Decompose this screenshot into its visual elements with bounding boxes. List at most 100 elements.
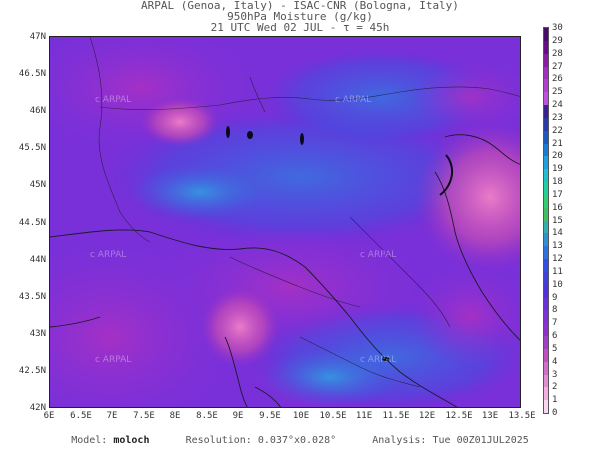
watermark: c ARPAL: [95, 95, 132, 105]
colorbar-segment: [544, 79, 548, 93]
colorbar-label: 19: [552, 164, 563, 175]
lat-label: 46N: [29, 106, 46, 116]
colorbar-segment: [544, 169, 548, 183]
colorbar-label: 6: [552, 331, 558, 341]
field-zone-alps-east: [410, 62, 520, 132]
lat-label: 46.5N: [18, 69, 46, 79]
colorbar-label: 22: [552, 125, 563, 136]
colorbar-label: 9: [552, 292, 558, 303]
colorbar-segment: [544, 105, 548, 119]
colorbar-label: 26: [552, 74, 563, 85]
colorbar-segment: [544, 246, 548, 260]
colorbar-segment: [544, 143, 548, 157]
lon-label: 12E: [418, 411, 436, 421]
lat-label: 44N: [29, 255, 46, 265]
lake-trasimeno: [382, 357, 390, 361]
adriatic-coast-west: [434, 171, 520, 341]
border-apennines: [229, 256, 361, 308]
colorbar-segment: [544, 336, 548, 350]
colorbar-label: 15: [552, 215, 563, 226]
adriatic-coast-north: [444, 134, 520, 165]
colorbar-label: 8: [552, 305, 558, 316]
lake-garda: [300, 133, 304, 145]
map-header: ARPAL (Genoa, Italy) - ISAC-CNR (Bologna…: [0, 0, 600, 33]
colorbar-label: 24: [552, 100, 563, 110]
lakes: [226, 126, 390, 361]
footer-analysis-value: Tue 00Z01JUL2025: [432, 435, 529, 446]
lat-label: 47N: [29, 32, 46, 42]
lake-como: [247, 131, 253, 139]
colorbar-segment: [544, 92, 548, 106]
border-regions: [349, 216, 451, 328]
field-zone-adriatic-south: [410, 267, 520, 367]
footer-model-label: Model:: [71, 435, 108, 446]
lat-label: 43.5N: [18, 292, 46, 302]
provence-coast: [50, 316, 101, 328]
colorbar-label: 29: [552, 35, 563, 46]
colorbar-label: 25: [552, 87, 563, 98]
colorbar-label: 2: [552, 382, 558, 393]
header-line-agencies: ARPAL (Genoa, Italy) - ISAC-CNR (Bologna…: [141, 0, 459, 12]
lon-label: 7E: [106, 411, 118, 421]
lat-label: 45N: [29, 180, 46, 190]
colorbar-segment: [544, 387, 548, 401]
lon-label: 13E: [481, 411, 499, 421]
field-zone-adriatic-north: [415, 122, 520, 272]
colorbar-segment: [544, 310, 548, 324]
lon-label: 6.5E: [70, 411, 92, 421]
lon-label: 7.5E: [133, 411, 155, 421]
border-france-italy: [89, 37, 151, 243]
lon-label: 12.5E: [445, 411, 473, 421]
colorbar-label: 1: [552, 395, 558, 406]
colorbar-segment: [544, 156, 548, 170]
colorbar-label: 11: [552, 266, 563, 277]
colorbar-segment: [544, 297, 548, 311]
colorbar-label: 27: [552, 61, 563, 72]
lon-label: 10.5E: [319, 411, 347, 421]
lon-label: 6E: [43, 411, 55, 421]
watermark: c ARPAL: [335, 95, 372, 105]
footer-resolution-label: Resolution:: [185, 435, 252, 446]
moisture-map: [49, 36, 521, 408]
tyrrhenian-coast: [50, 229, 458, 407]
border-swiss: [249, 76, 266, 113]
footer-resolution-value: 0.037°x0.028°: [257, 435, 337, 446]
watermark: c ARPAL: [360, 250, 397, 260]
border-lazio: [299, 336, 421, 388]
field-zone-piedmont: [130, 164, 270, 220]
lat-label: 43N: [29, 329, 46, 339]
colorbar-segment: [544, 220, 548, 234]
colorbar-segment: [544, 28, 548, 42]
colorbar-segment: [544, 207, 548, 221]
watermark: c ARPAL: [95, 355, 132, 365]
colorbar: [543, 27, 549, 414]
colorbar-label: 0: [552, 408, 558, 418]
colorbar-segment: [544, 117, 548, 132]
lake-maggiore: [226, 126, 230, 138]
footer-analysis-label: Analysis:: [372, 435, 427, 446]
header-line-variable: 950hPa Moisture (g/kg): [227, 10, 373, 23]
colorbar-segment: [544, 194, 548, 209]
colorbar-label: 17: [552, 189, 563, 200]
country-borders: [89, 37, 520, 388]
colorbar-segment: [544, 182, 548, 196]
colorbar-segment: [544, 271, 548, 286]
lat-label: 42.5N: [18, 366, 46, 376]
border-alps: [99, 86, 520, 110]
colorbar-segment: [544, 66, 548, 80]
colorbar-label: 21: [552, 138, 563, 149]
colorbar-label: 7: [552, 318, 558, 329]
header-line-valid-time: 21 UTC Wed 02 JUL - τ = 45h: [210, 21, 390, 34]
colorbar-label: 28: [552, 48, 563, 59]
venice-lagoon-outline: [439, 154, 454, 196]
lon-label: 10E: [292, 411, 310, 421]
colorbar-label: 10: [552, 279, 563, 290]
lon-label: 11.5E: [382, 411, 410, 421]
colorbar-label: 5: [552, 343, 558, 354]
colorbar-segment: [544, 323, 548, 337]
coastlines: [50, 134, 520, 407]
colorbar-label: 4: [552, 356, 558, 367]
lon-label: 8.5E: [196, 411, 218, 421]
colorbar-label: 20: [552, 151, 563, 162]
lat-label: 45.5N: [18, 143, 46, 153]
